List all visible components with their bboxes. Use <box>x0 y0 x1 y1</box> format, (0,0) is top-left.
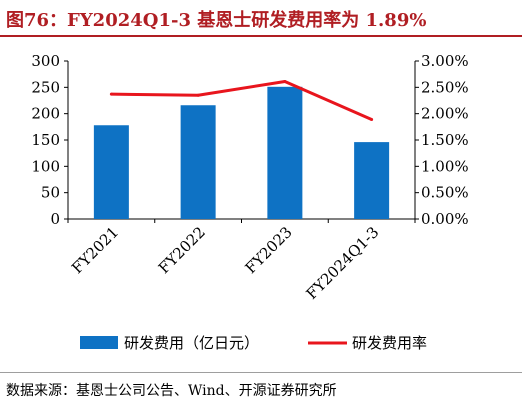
chart-title: 图76：FY2024Q1-3 基恩士研发费用率为 1.89% <box>6 10 427 31</box>
left-tick-label: 150 <box>31 131 60 149</box>
right-tick-label: 3.00% <box>421 52 469 70</box>
rate-point <box>283 80 287 84</box>
legend-line-label: 研发费用率 <box>352 334 427 352</box>
title-divider <box>0 35 522 37</box>
left-tick-label: 250 <box>31 78 60 96</box>
left-tick-label: 100 <box>31 157 60 175</box>
rate-line <box>111 80 373 121</box>
left-tick-label: 300 <box>31 52 60 70</box>
plot-area: 0 50 100 150 200 250 300 0.00% 0.50% 1.00% 1.50% 2.… <box>31 52 468 303</box>
right-tick-label: 0.50% <box>421 184 469 202</box>
legend-bar-label: 研发费用（亿日元） <box>124 334 259 352</box>
footer-divider <box>0 372 522 373</box>
legend: 研发费用（亿日元） 研发费用率 <box>80 334 427 352</box>
x-tick-label: FY2021 <box>68 223 122 277</box>
right-tick-label: 0.00% <box>421 210 469 228</box>
left-tick-label: 0 <box>50 210 60 228</box>
rate-point <box>109 92 113 96</box>
right-tick-label: 1.50% <box>421 131 469 149</box>
x-tick-label: FY2022 <box>155 223 209 277</box>
source-note: 数据来源：基恩士公司公告、Wind、开源证券研究所 <box>6 383 337 399</box>
right-tick-label: 1.00% <box>421 157 469 175</box>
bar <box>180 105 216 219</box>
bar <box>354 142 390 219</box>
rate-point <box>370 117 374 121</box>
title-row: 图76：FY2024Q1-3 基恩士研发费用率为 1.89% <box>0 0 522 37</box>
right-tick-label: 2.00% <box>421 105 469 123</box>
x-tick-label: FY2023 <box>242 223 296 277</box>
bar <box>93 125 129 219</box>
legend-bar-swatch <box>80 336 118 349</box>
x-tick-label: FY2024Q1-3 <box>303 223 383 303</box>
right-tick-label: 2.50% <box>421 78 469 96</box>
left-tick-label: 50 <box>41 184 60 202</box>
rate-point <box>196 93 200 97</box>
left-tick-label: 200 <box>31 105 60 123</box>
bar <box>267 86 303 219</box>
chart-area: 0 50 100 150 200 250 300 0.00% 0.50% 1.00% 1.50% 2.… <box>31 52 468 352</box>
